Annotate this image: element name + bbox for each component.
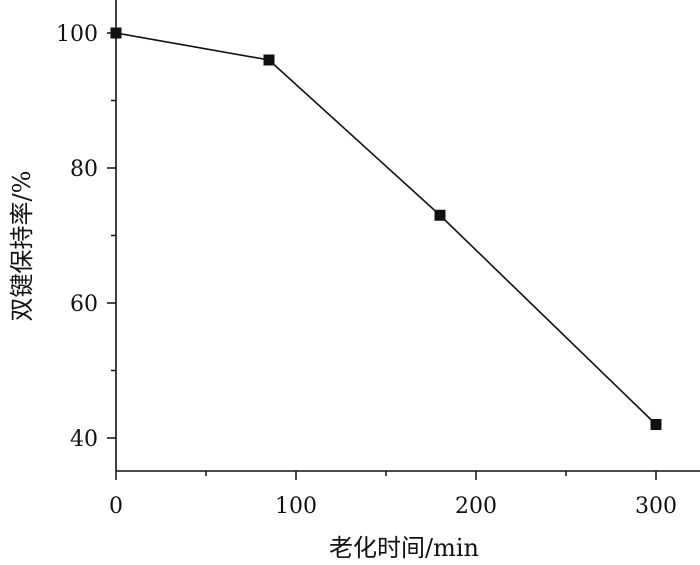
y-ticks: 40 60 80 100 bbox=[56, 22, 116, 452]
series-line bbox=[115, 32, 657, 426]
data-point bbox=[263, 54, 275, 66]
y-tick-label: 80 bbox=[70, 157, 98, 182]
x-ticks: 0 100 200 300 bbox=[109, 471, 677, 519]
data-point bbox=[110, 27, 122, 39]
x-tick-label: 300 bbox=[635, 494, 677, 519]
x-tick-label: 200 bbox=[455, 494, 497, 519]
data-point bbox=[650, 419, 662, 430]
y-axis-title: 双键保持率/% bbox=[8, 171, 36, 322]
x-axis-title: 老化时间/min bbox=[329, 534, 479, 562]
x-tick-label: 100 bbox=[275, 494, 317, 519]
y-tick-label: 60 bbox=[70, 292, 98, 317]
axes bbox=[115, 0, 700, 472]
data-point bbox=[434, 209, 446, 221]
x-tick-label: 0 bbox=[109, 494, 123, 519]
data-series bbox=[110, 27, 662, 430]
y-tick-label: 40 bbox=[70, 427, 98, 452]
y-tick-label: 100 bbox=[56, 22, 98, 47]
